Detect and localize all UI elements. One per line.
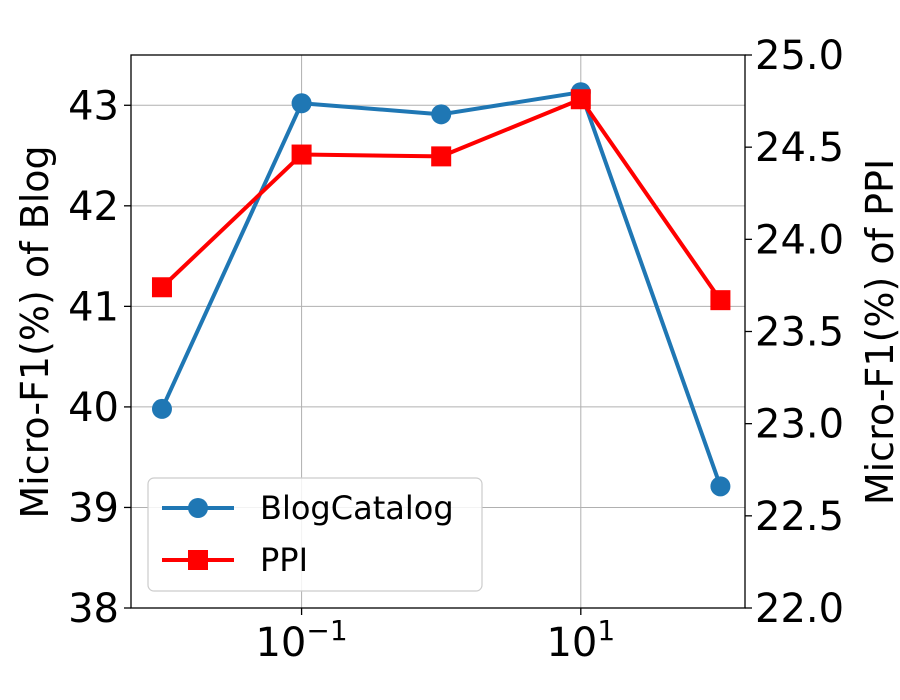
- left-tick-label: 38: [68, 586, 119, 632]
- legend: BlogCatalog PPI: [147, 477, 483, 592]
- right-tick-label: 23.0: [755, 402, 844, 448]
- data-point-ppi: [151, 277, 172, 298]
- left-tick-label: 42: [68, 184, 119, 230]
- right-tick-label: 24.0: [755, 217, 844, 263]
- right-tick-label: 22.0: [755, 586, 844, 632]
- data-point-blogcatalog: [291, 93, 312, 114]
- data-point-blogcatalog: [431, 104, 452, 125]
- legend-label-blogcatalog: BlogCatalog: [260, 489, 454, 527]
- right-y-axis-label: Micro-F1(%) of PPI: [858, 159, 900, 505]
- x-tick-label: 10−1: [255, 614, 347, 666]
- data-point-ppi: [570, 89, 591, 110]
- series-blogcatalog: [151, 82, 731, 497]
- legend-item-ppi: PPI: [162, 541, 308, 579]
- left-tick-label: 39: [68, 485, 119, 531]
- right-y-axis: 22.0 22.5 23.0 23.5 24.0 24.5 25.0: [745, 33, 844, 632]
- right-tick-label: 23.5: [755, 310, 844, 356]
- data-point-blogcatalog: [710, 476, 731, 497]
- right-tick-label: 25.0: [755, 33, 844, 79]
- x-tick-label: 101: [546, 614, 615, 666]
- legend-label-ppi: PPI: [260, 541, 308, 579]
- data-point-ppi: [291, 144, 312, 165]
- left-tick-label: 40: [68, 385, 119, 431]
- legend-marker-blogcatalog: [188, 498, 208, 518]
- data-point-ppi: [710, 290, 731, 311]
- data-point-blogcatalog: [151, 398, 172, 419]
- left-tick-label: 43: [68, 83, 119, 129]
- series-ppi: [151, 89, 731, 311]
- right-tick-label: 24.5: [755, 125, 844, 171]
- legend-marker-ppi: [188, 550, 208, 570]
- series-layer: [151, 82, 731, 497]
- series-line-ppi: [160, 97, 723, 302]
- left-y-axis: 38 39 40 41 42 43: [68, 83, 131, 632]
- right-tick-label: 22.5: [755, 494, 844, 540]
- legend-item-blogcatalog: BlogCatalog: [162, 489, 454, 527]
- left-y-axis-label: Micro-F1(%) of Blog: [13, 145, 57, 518]
- left-tick-label: 41: [68, 284, 119, 330]
- x-axis: 10−1 101: [255, 608, 615, 666]
- data-point-ppi: [431, 146, 452, 167]
